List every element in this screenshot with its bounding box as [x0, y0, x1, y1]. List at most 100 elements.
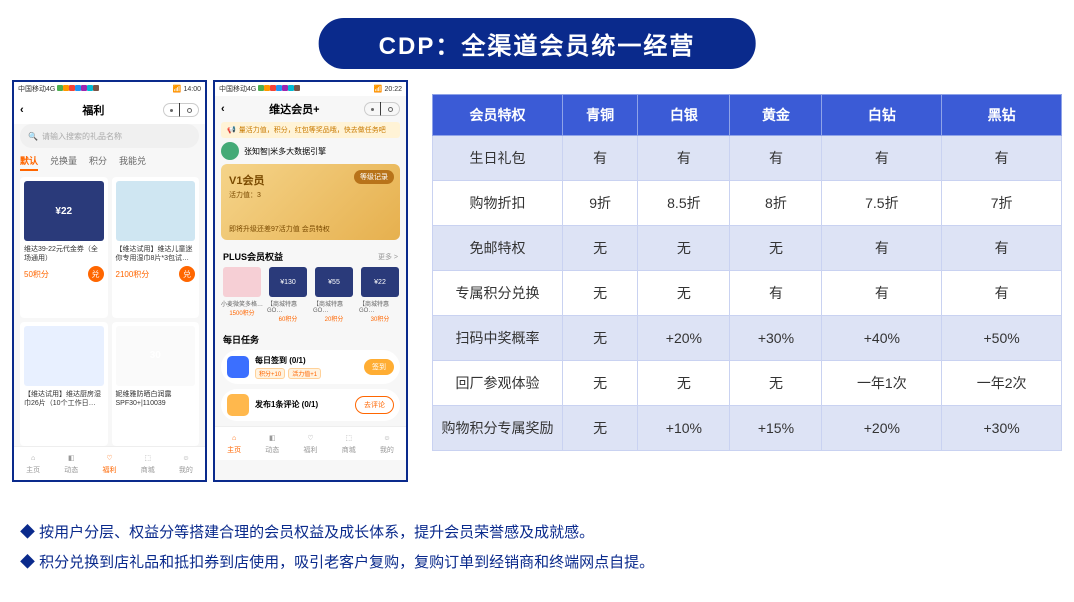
- table-cell: 无: [730, 361, 822, 406]
- nav-我的[interactable]: ☺我的: [167, 447, 205, 480]
- nav-主页[interactable]: ⌂主页: [14, 447, 52, 480]
- search-input[interactable]: 🔍 请输入搜索的礼品名称: [20, 124, 199, 148]
- redeem-button[interactable]: 兑: [179, 266, 195, 282]
- nav-label: 商城: [342, 445, 356, 455]
- product-image: ¥22: [24, 181, 104, 241]
- product-image: 30: [116, 326, 196, 386]
- table-cell: 无: [730, 226, 822, 271]
- nav-icon: ♡: [305, 432, 317, 444]
- redeem-button[interactable]: 兑: [88, 266, 104, 282]
- product-points: 2100积分: [116, 269, 150, 280]
- category-tabs: 默认兑换量积分我能兑: [14, 154, 205, 177]
- product-card[interactable]: ¥22 维达39-22元代金券（全场通用） 50积分 兑: [20, 177, 108, 318]
- table-row: 回厂参观体验无无无一年1次一年2次: [433, 361, 1062, 406]
- nav-icon: ◧: [65, 452, 77, 464]
- nav-icon: ☺: [180, 452, 192, 464]
- tab-默认[interactable]: 默认: [20, 154, 38, 171]
- task-item: 发布1条评论 (0/1) 去评论: [221, 389, 400, 421]
- nav-label: 主页: [227, 445, 241, 455]
- table-cell: +30%: [942, 406, 1062, 451]
- product-image: [116, 181, 196, 241]
- plus-item[interactable]: ¥22 【商城特惠GO… 30积分: [359, 267, 401, 323]
- plus-item[interactable]: ¥130 【商城特惠GO… 60积分: [267, 267, 309, 323]
- back-icon[interactable]: ‹: [221, 103, 225, 115]
- product-card[interactable]: 【维达试用】维达儿童迷你专用湿巾8片*3包试… 2100积分 兑: [112, 177, 200, 318]
- product-points: 50积分: [24, 269, 49, 280]
- table-header-cell: 黄金: [730, 95, 822, 136]
- table-cell: 无: [638, 226, 730, 271]
- user-row[interactable]: 张知智|米多大数据引擎: [221, 142, 400, 160]
- plus-items: 小麦微笑多格… 1500积分 ¥130 【商城特惠GO… 60积分 ¥55 【商…: [215, 267, 406, 329]
- nav-icon: ⬚: [142, 452, 154, 464]
- task-title: 发布1条评论 (0/1): [255, 399, 349, 410]
- table-cell: 无: [563, 316, 638, 361]
- task-action-button[interactable]: 去评论: [355, 396, 394, 414]
- task-tag: 积分+10: [255, 368, 285, 379]
- table-cell: 有: [822, 226, 942, 271]
- table-cell: 一年2次: [942, 361, 1062, 406]
- phone2-header: ‹ 维达会员+ │: [215, 96, 406, 122]
- plus-item[interactable]: 小麦微笑多格… 1500积分: [221, 267, 263, 323]
- table-cell: +15%: [730, 406, 822, 451]
- table-cell: 有: [563, 136, 638, 181]
- nav-福利[interactable]: ♡福利: [90, 447, 128, 480]
- nav-label: 商城: [141, 465, 155, 475]
- back-icon[interactable]: ‹: [20, 104, 24, 116]
- plus-name: 【商城特惠GO…: [359, 299, 401, 314]
- tab-兑换量[interactable]: 兑换量: [50, 154, 77, 171]
- nav-我的[interactable]: ☺我的: [368, 427, 406, 460]
- product-title: 【维达试用】维达儿童迷你专用湿巾8片*3包试…: [116, 245, 196, 263]
- nav-icon: ♡: [104, 452, 116, 464]
- vip-card[interactable]: V1会员 活力值：3 等级记录 即将升级还差97活力值 会员特权: [221, 164, 400, 240]
- nav-动态[interactable]: ◧动态: [52, 447, 90, 480]
- task-tag: 活力值+1: [288, 368, 321, 379]
- tab-我能兑[interactable]: 我能兑: [119, 154, 146, 171]
- section-title: 每日任务: [223, 333, 259, 346]
- header-title: 福利: [82, 102, 104, 118]
- table-header-cell: 黑钻: [942, 95, 1062, 136]
- task-icon: [227, 394, 249, 416]
- table-row: 免邮特权无无无有有: [433, 226, 1062, 271]
- nav-动态[interactable]: ◧动态: [253, 427, 291, 460]
- table-cell: 有: [942, 136, 1062, 181]
- nav-主页[interactable]: ⌂主页: [215, 427, 253, 460]
- bullet-item: 积分兑换到店礼品和抵扣券到店使用，吸引老客户复购，复购订单到经销商和终端网点自提…: [20, 548, 1054, 578]
- phone-2: 中国移动4G 📶 20:22 ‹ 维达会员+ │ 📢 量活力值，积分，红包等奖品…: [213, 80, 408, 482]
- capsule-menu[interactable]: │: [163, 103, 199, 117]
- product-title: 【维达试用】维达厨房湿巾26片（10个工作日…: [24, 390, 104, 408]
- plus-points: 60积分: [279, 314, 298, 323]
- scroll-banner[interactable]: 📢 量活力值，积分，红包等奖品哦，快去做任务吧: [221, 122, 400, 138]
- table-cell: +20%: [822, 406, 942, 451]
- plus-item[interactable]: ¥55 【商城特惠GO… 20积分: [313, 267, 355, 323]
- tab-积分[interactable]: 积分: [89, 154, 107, 171]
- nav-商城[interactable]: ⬚商城: [129, 447, 167, 480]
- table-cell: 8.5折: [638, 181, 730, 226]
- product-card[interactable]: 30 妮维雅防晒白润露SPF30+|110039: [112, 322, 200, 447]
- plus-image: [223, 267, 261, 297]
- table-cell: +10%: [638, 406, 730, 451]
- table-cell: 有: [730, 271, 822, 316]
- table-cell: 购物折扣: [433, 181, 563, 226]
- task-action-button[interactable]: 签到: [364, 359, 394, 375]
- nav-商城[interactable]: ⬚商城: [330, 427, 368, 460]
- status-bar-2: 中国移动4G 📶 20:22: [215, 82, 406, 96]
- nav-icon: ⌂: [27, 452, 39, 464]
- more-link[interactable]: 更多 >: [378, 252, 398, 262]
- table-cell: 有: [822, 136, 942, 181]
- table-cell: 无: [563, 361, 638, 406]
- table-cell: 有: [942, 271, 1062, 316]
- table-cell: +50%: [942, 316, 1062, 361]
- speaker-icon: 📢: [227, 126, 236, 134]
- avatar: [221, 142, 239, 160]
- table-cell: 有: [942, 226, 1062, 271]
- capsule-menu[interactable]: │: [364, 102, 400, 116]
- nav-福利[interactable]: ♡福利: [291, 427, 329, 460]
- product-card[interactable]: 【维达试用】维达厨房湿巾26片（10个工作日…: [20, 322, 108, 447]
- phone1-header: ‹ 福利 │: [14, 96, 205, 124]
- vip-vitality: 活力值：3: [229, 190, 392, 200]
- header-title: 维达会员+: [269, 101, 319, 117]
- level-log-button[interactable]: 等级记录: [354, 170, 394, 184]
- nav-icon: ⬚: [343, 432, 355, 444]
- tasks-section-header: 每日任务: [215, 329, 406, 350]
- plus-name: 【商城特惠GO…: [267, 299, 309, 314]
